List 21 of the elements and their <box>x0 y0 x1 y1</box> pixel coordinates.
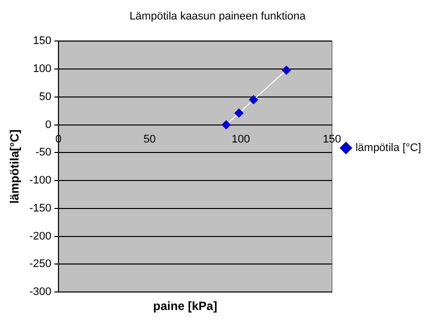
y-tick-label: 50 <box>39 90 52 103</box>
x-axis-title: paine [kPa] <box>153 299 218 313</box>
y-tick-label: 100 <box>33 63 52 76</box>
y-tick-label: 150 <box>33 35 52 48</box>
y-tick-label: -100 <box>29 174 52 187</box>
chart-title: Lämpötila kaasun paineen funktiona <box>129 10 306 23</box>
point <box>234 108 244 118</box>
y-tick-label: -200 <box>29 230 52 242</box>
y-tick-label: -300 <box>29 286 52 298</box>
x-tick-label: 50 <box>143 133 156 146</box>
x-tick-label: 100 <box>232 133 250 146</box>
y-tick-label: -250 <box>29 258 52 270</box>
x-tick-label: 150 <box>322 133 342 146</box>
point <box>282 66 291 75</box>
y-tick-label: -150 <box>29 202 52 214</box>
y-tick-label: -50 <box>36 146 52 159</box>
legend-label: lämpötila [°C] <box>355 142 422 154</box>
point <box>249 95 258 104</box>
y-tick-label: 0 <box>45 118 52 131</box>
y-axis-title: lämpötila[°C] <box>8 130 22 204</box>
point <box>222 120 231 130</box>
